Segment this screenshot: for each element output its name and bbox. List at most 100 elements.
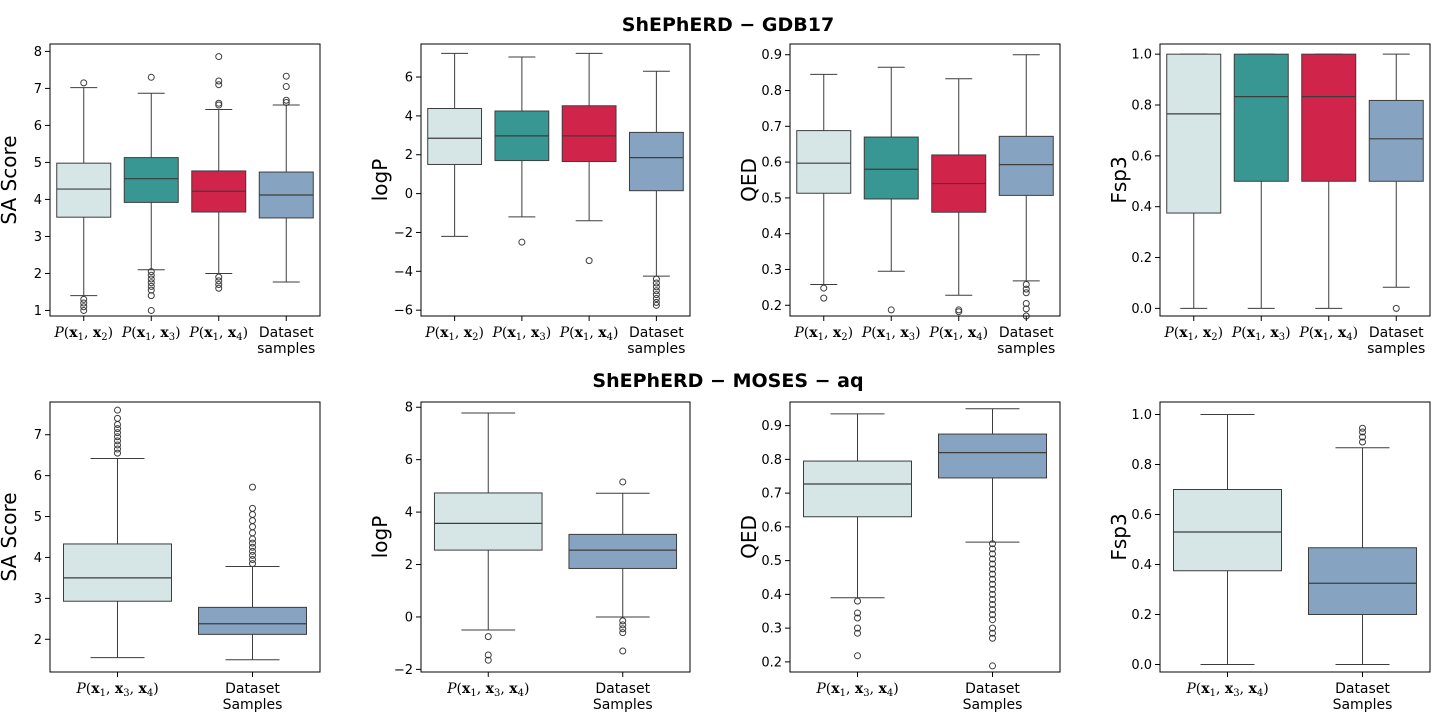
outlier-point bbox=[114, 425, 121, 433]
box-6-1 bbox=[938, 408, 1047, 670]
box-1-2 bbox=[561, 52, 617, 265]
outlier-point bbox=[282, 72, 290, 80]
iqr-box bbox=[1301, 53, 1357, 182]
box-3-1 bbox=[1233, 53, 1289, 309]
iqr-box bbox=[998, 135, 1054, 196]
outlier-point bbox=[484, 633, 492, 641]
outlier-point bbox=[989, 616, 996, 624]
x-tick-label-6-0: P(x1, x3, x4) bbox=[815, 681, 898, 699]
panel-0: 1 2 3 4 5 6 7 8 SA Score P(x1, x2) P(x1, x3) P(x1, … bbox=[0, 43, 321, 357]
y-tick-label: 1 bbox=[34, 304, 42, 319]
box-6-0 bbox=[803, 413, 912, 660]
outlier-point bbox=[619, 647, 627, 655]
outlier-point bbox=[114, 449, 121, 457]
outlier-point bbox=[518, 238, 526, 246]
y-axis-label: SA Score bbox=[0, 135, 21, 224]
iqr-box bbox=[803, 460, 912, 518]
outlier-point bbox=[249, 529, 256, 537]
outlier-point bbox=[1359, 424, 1366, 432]
outlier-point bbox=[1359, 433, 1366, 441]
x-tick-label-0-3: Dataset samples bbox=[257, 325, 315, 357]
axes-frame bbox=[1159, 43, 1431, 317]
outlier-point bbox=[652, 283, 660, 291]
outlier-point bbox=[820, 294, 828, 302]
axes-frame bbox=[49, 43, 321, 317]
outlier-point bbox=[215, 281, 223, 289]
y-axis-label: QED bbox=[737, 158, 761, 202]
outlier-point bbox=[854, 624, 861, 632]
y-tick-label: 2 bbox=[405, 148, 413, 163]
iqr-box bbox=[863, 136, 919, 200]
bottom-section-title: ShEPhERD − MOSES − aq bbox=[592, 370, 863, 392]
box-0-0 bbox=[56, 79, 112, 314]
box-0-2 bbox=[191, 53, 247, 292]
outlier-point bbox=[114, 406, 121, 414]
outlier-point bbox=[147, 268, 155, 276]
outlier-point bbox=[652, 291, 660, 299]
axes-frame bbox=[1159, 401, 1431, 673]
panel-3: 0.0 0.2 0.4 0.6 0.8 1.0 Fsp3 P(x1, x2) P(x1, x3)… bbox=[1107, 43, 1431, 357]
iqr-box bbox=[1308, 547, 1417, 615]
y-tick-label: 0.2 bbox=[1131, 608, 1152, 623]
y-tick-label: 0.3 bbox=[761, 263, 782, 278]
y-tick-label: 0.6 bbox=[761, 520, 782, 535]
outlier-point bbox=[147, 282, 155, 290]
outlier-point bbox=[854, 609, 861, 617]
x-tick-label-2-0: P(x1, x2) bbox=[793, 325, 853, 343]
x-tick-label-4-1: Dataset Samples bbox=[223, 681, 283, 713]
outlier-point bbox=[652, 279, 660, 287]
box-2-0 bbox=[796, 73, 852, 302]
y-tick-label: 6 bbox=[34, 119, 42, 134]
outlier-point bbox=[215, 53, 223, 61]
outlier-point bbox=[147, 306, 155, 314]
iqr-box bbox=[1368, 99, 1424, 182]
outlier-point bbox=[249, 535, 256, 543]
box-7-0 bbox=[1173, 414, 1282, 665]
y-tick-label: 0.8 bbox=[1131, 458, 1152, 473]
y-tick-label: 6 bbox=[34, 469, 42, 484]
y-tick-label: 1.0 bbox=[1131, 408, 1152, 423]
outlier-point bbox=[80, 306, 88, 314]
axes-frame bbox=[789, 401, 1061, 673]
x-tick-label-1-0: P(x1, x2) bbox=[424, 325, 484, 343]
outlier-point bbox=[619, 621, 627, 629]
x-tick-label-2-2: P(x1, x4) bbox=[928, 325, 988, 343]
outlier-point bbox=[989, 550, 996, 558]
outlier-point bbox=[652, 275, 660, 283]
y-tick-label: 0.5 bbox=[761, 554, 782, 569]
outlier-point bbox=[854, 614, 861, 622]
x-tick-label-5-1: Dataset Samples bbox=[593, 681, 653, 713]
y-tick-label: 4 bbox=[34, 551, 42, 566]
outlier-point bbox=[1022, 281, 1030, 289]
outlier-point bbox=[249, 483, 256, 491]
outlier-point bbox=[854, 597, 861, 605]
outlier-point bbox=[989, 629, 996, 637]
box-0-3 bbox=[258, 72, 314, 283]
outlier-point bbox=[1359, 438, 1366, 446]
outlier-point bbox=[147, 275, 155, 283]
y-tick-label: −2 bbox=[394, 226, 413, 241]
outlier-point bbox=[619, 625, 627, 633]
outlier-point bbox=[989, 611, 996, 619]
outlier-point bbox=[114, 433, 121, 441]
y-tick-label: 0.6 bbox=[1131, 149, 1152, 164]
y-axis-label: Fsp3 bbox=[1107, 513, 1131, 560]
y-tick-label: 0.2 bbox=[761, 299, 782, 314]
y-tick-label: 0.4 bbox=[761, 227, 782, 242]
axes-frame bbox=[420, 401, 691, 673]
outlier-point bbox=[619, 617, 627, 625]
y-tick-label: 2 bbox=[405, 558, 413, 573]
x-tick-label-3-1: P(x1, x3) bbox=[1231, 325, 1291, 343]
iqr-box bbox=[561, 105, 617, 163]
y-tick-label: 0.9 bbox=[761, 48, 782, 63]
y-tick-label: −6 bbox=[394, 304, 413, 319]
y-tick-label: 4 bbox=[405, 109, 413, 124]
outlier-point bbox=[249, 547, 256, 555]
y-tick-label: 0.5 bbox=[761, 191, 782, 206]
x-tick-label-2-3: Dataset samples bbox=[997, 325, 1055, 357]
chart-panels: 1 2 3 4 5 6 7 8 SA Score P(x1, x2) P(x1, x3) P(x1, … bbox=[0, 43, 1431, 713]
outlier-point bbox=[114, 414, 121, 422]
outlier-point bbox=[215, 277, 223, 285]
box-1-0 bbox=[427, 52, 483, 237]
box-2-3 bbox=[998, 54, 1054, 320]
